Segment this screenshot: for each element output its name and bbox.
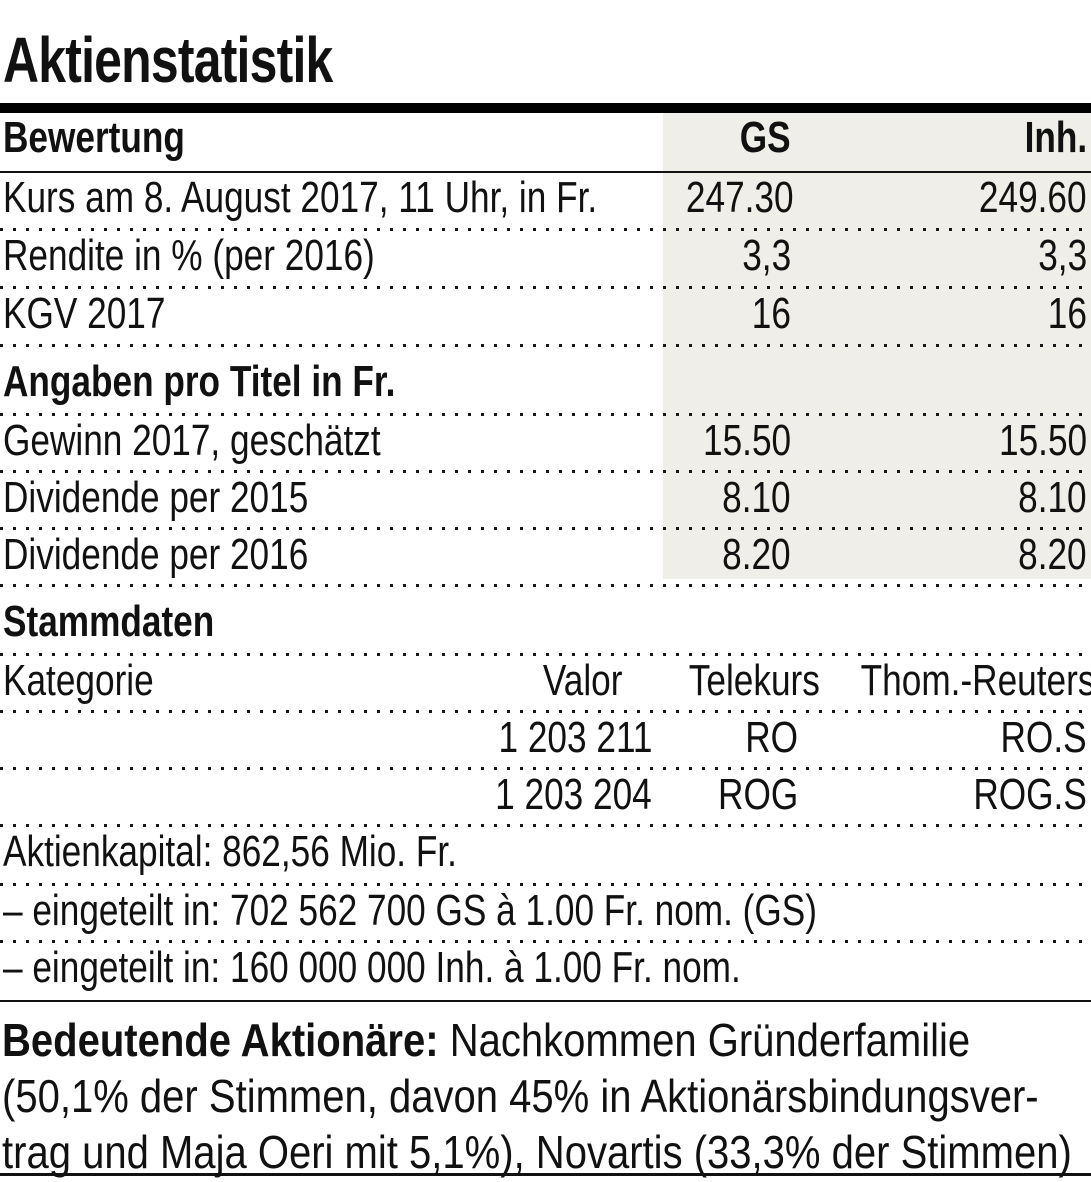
bewertung-header-label: Bewertung: [3, 113, 185, 162]
paragraph-line: trag und Maja Oeri mit 5,1%), Novartis (…: [2, 1124, 1091, 1180]
paragraph-text: trag und Maja Oeri mit 5,1%), Novartis (…: [2, 1126, 1072, 1178]
table-row-gs-ticker: 1 203 211 RO RO.S: [0, 713, 1091, 770]
table-row-gewinn: Gewinn 2017, geschätzt 15.50 15.50: [0, 416, 1091, 473]
highlight-column-background: [663, 107, 1091, 579]
gs-value: 16: [751, 289, 791, 338]
telekurs-value: ROG: [717, 770, 798, 819]
aktienkapital-text: Aktienkapital: 862,56 Mio. Fr.: [3, 827, 457, 876]
shareholders-paragraph: Bedeutende Aktionäre: Nachkommen Gründer…: [0, 1002, 1091, 1178]
eingeteilt-inh-text: – eingeteilt in: 160 000 000 Inh. à 1.00…: [3, 943, 741, 992]
paragraph-text: (50,1% der Stimmen, davon 45% in Aktionä…: [2, 1070, 1039, 1122]
section-header-stammdaten: Stammdaten: [0, 587, 1091, 656]
gs-value: 8.20: [722, 530, 791, 579]
gs-value: 3,3: [742, 231, 791, 280]
bewertung-header-row: Bewertung GS Inh.: [0, 113, 1091, 173]
table-row-kurs: Kurs am 8. August 2017, 11 Uhr, in Fr. 2…: [0, 173, 1091, 231]
title-divider-bar: [0, 103, 1091, 113]
inh-value: 15.50: [998, 416, 1087, 465]
paragraph-line: (50,1% der Stimmen, davon 45% in Aktionä…: [2, 1068, 1091, 1124]
inh-value: 16: [1047, 289, 1087, 338]
reuters-value: RO.S: [1000, 713, 1087, 762]
reuters-value: ROG.S: [973, 770, 1087, 819]
gs-value: 15.50: [702, 416, 791, 465]
table-row-dividende-2016: Dividende per 2016 8.20 8.20: [0, 530, 1091, 587]
table-row-inh-ticker: 1 203 204 ROG ROG.S: [0, 770, 1091, 827]
table-row-rendite: Rendite in % (per 2016) 3,3 3,3: [0, 231, 1091, 289]
table-row-kgv: KGV 2017 16 16: [0, 289, 1091, 347]
eingeteilt-gs-row: – eingeteilt in: 702 562 700 GS à 1.00 F…: [0, 886, 1091, 943]
eingeteilt-gs-text: – eingeteilt in: 702 562 700 GS à 1.00 F…: [3, 886, 817, 935]
valor-value: 1 203 211: [498, 713, 652, 762]
row-label: Dividende per 2015: [3, 473, 309, 522]
column-header-reuters: Thom.-Reuters: [860, 656, 1091, 705]
column-header-kategorie: Kategorie: [3, 656, 154, 705]
telekurs-value: RO: [745, 713, 798, 762]
row-label: Gewinn 2017, geschätzt: [3, 416, 381, 465]
gs-value: 247.30: [685, 173, 794, 222]
valor-value: 1 203 204: [495, 770, 652, 819]
row-label: Rendite in % (per 2016): [3, 231, 375, 280]
inh-value: 8.20: [1018, 530, 1087, 579]
column-header-gs: GS: [740, 113, 791, 162]
column-header-valor: Valor: [542, 656, 622, 705]
column-header-telekurs: Telekurs: [688, 656, 820, 705]
inh-value: 3,3: [1038, 231, 1087, 280]
inh-value: 249.60: [979, 173, 1087, 222]
page-title-text: Aktienstatistik: [3, 24, 333, 96]
page-title: Aktienstatistik: [0, 0, 1091, 103]
section-header-label: Angaben pro Titel in Fr.: [3, 357, 396, 406]
paragraph-text: Nachkommen Gründerfamilie: [438, 1014, 971, 1066]
inh-value: 8.10: [1018, 473, 1087, 522]
table-row-dividende-2015: Dividende per 2015 8.10 8.10: [0, 473, 1091, 530]
section-header-angaben: Angaben pro Titel in Fr.: [0, 347, 1091, 416]
row-label: KGV 2017: [3, 289, 166, 338]
eingeteilt-inh-row: – eingeteilt in: 160 000 000 Inh. à 1.00…: [0, 943, 1091, 1002]
gs-value: 8.10: [722, 473, 791, 522]
paragraph-line: Bedeutende Aktionäre: Nachkommen Gründer…: [2, 1012, 1091, 1068]
column-header-inh: Inh.: [1024, 113, 1087, 162]
stammdaten-columns-row: Kategorie Valor Telekurs Thom.-Reuters: [0, 656, 1091, 713]
aktienkapital-row: Aktienkapital: 862,56 Mio. Fr.: [0, 827, 1091, 886]
row-label: Kurs am 8. August 2017, 11 Uhr, in Fr.: [3, 173, 598, 222]
shareholders-label: Bedeutende Aktionäre:: [2, 1014, 439, 1066]
section-header-label: Stammdaten: [3, 597, 215, 646]
row-label: Dividende per 2016: [3, 530, 309, 579]
